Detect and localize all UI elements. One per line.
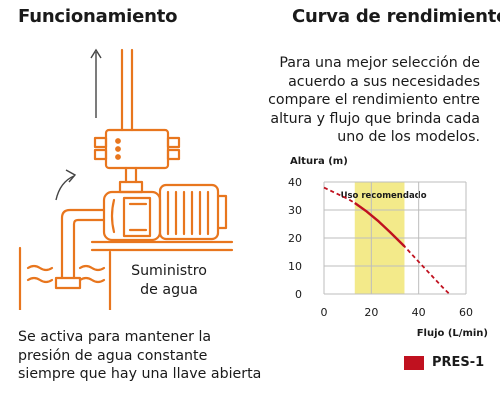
pres-1-solid-line xyxy=(354,202,406,248)
y-axis-label: Altura (m) xyxy=(290,156,348,167)
x-tick-label: 0 xyxy=(321,306,328,319)
y-tick-label: 20 xyxy=(288,232,302,245)
left-heading: Funcionamiento xyxy=(18,6,178,27)
curved-arrow-icon xyxy=(55,175,75,201)
x-tick-label: 20 xyxy=(364,306,378,319)
performance-chart: Altura (m) Flujo (L/min) Uso recomendado… xyxy=(288,156,488,339)
y-tick-label: 30 xyxy=(288,204,302,217)
pump-motor xyxy=(158,183,220,241)
y-tick-label: 0 xyxy=(295,288,302,301)
chart-description: Para una mejor selección de acuerdo a su… xyxy=(268,55,480,145)
x-tick-label: 60 xyxy=(459,306,473,319)
pump-illustration xyxy=(18,48,234,310)
y-tick-label: 40 xyxy=(288,176,302,189)
legend-label: PRES-1 xyxy=(432,355,485,370)
supply-label: Suministro de agua xyxy=(131,263,207,298)
recommended-band-label: Uso recomendado xyxy=(341,191,427,201)
right-heading: Curva de rendimiento xyxy=(292,6,500,27)
y-tick-label: 10 xyxy=(288,260,302,273)
explanation-text: Se activa para mantener la presión de ag… xyxy=(18,329,262,382)
x-axis-label: Flujo (L/min) xyxy=(417,328,488,339)
legend-swatch xyxy=(404,356,424,370)
x-tick-label: 40 xyxy=(412,306,426,319)
